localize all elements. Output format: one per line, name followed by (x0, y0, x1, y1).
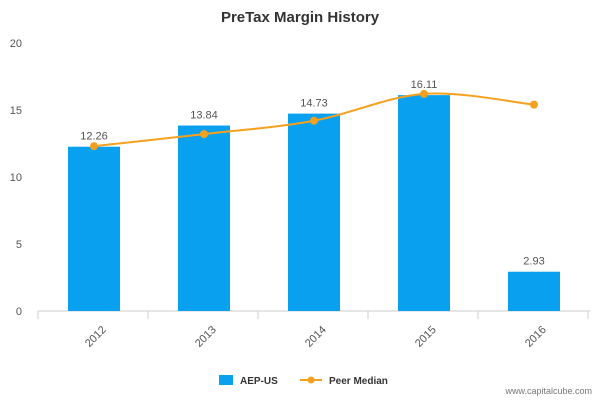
y-tick-label: 0 (16, 306, 22, 318)
legend-marker-peer-median (307, 376, 315, 384)
y-axis: 0 5 10 15 20 (10, 38, 22, 318)
y-tick-label: 20 (10, 38, 22, 50)
legend: AEP-US Peer Median (219, 375, 388, 387)
legend-label-aep-us: AEP-US (240, 376, 278, 387)
y-tick-label: 5 (16, 239, 22, 251)
bar-aep-us-2013 (178, 125, 230, 311)
x-tick-label: 2014 (303, 324, 329, 350)
peer-median-point-2012 (90, 142, 98, 151)
legend-label-peer-median: Peer Median (329, 376, 388, 387)
peer-median-point-2016 (530, 100, 538, 109)
peer-median-point-2015 (420, 89, 428, 98)
x-tick-label: 2015 (413, 324, 439, 350)
bar-value-label: 14.73 (300, 98, 328, 110)
bar-aep-us-2012 (68, 146, 120, 311)
x-tick-label: 2013 (193, 324, 219, 350)
bar-aep-us-2014 (288, 113, 340, 311)
x-tick-label: 2016 (523, 324, 549, 350)
y-tick-label: 15 (10, 105, 22, 117)
chart-title: PreTax Margin History (221, 9, 380, 26)
watermark-text: www.capitalcube.com (504, 386, 592, 396)
bar-aep-us-2016 (508, 271, 560, 311)
bar-value-label: 13.84 (190, 110, 218, 122)
y-tick-label: 10 (10, 172, 22, 184)
bar-value-label: 12.26 (80, 131, 108, 143)
bar-series-aep-us (68, 95, 560, 311)
bar-value-label: 16.11 (411, 79, 438, 91)
x-tick-label: 2012 (83, 324, 109, 350)
bar-aep-us-2015 (398, 95, 450, 311)
bar-value-label: 2.93 (523, 256, 544, 268)
bar-data-labels: 12.26 13.84 14.73 16.11 2.93 (80, 79, 544, 268)
peer-median-point-2013 (200, 130, 208, 139)
x-axis: 2012 2013 2014 2015 2016 (37, 310, 590, 350)
legend-swatch-aep-us (219, 375, 233, 385)
line-series-peer-median (90, 89, 538, 151)
peer-median-point-2014 (310, 116, 318, 125)
